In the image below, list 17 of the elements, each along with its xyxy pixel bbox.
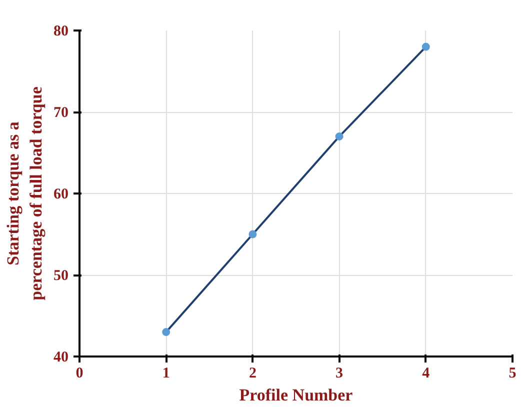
x-tick-label: 5 [508,366,516,382]
x-tick-label: 2 [248,366,256,382]
y-tick-label: 80 [54,24,68,40]
point [162,328,170,336]
x-tick-label: 0 [76,366,84,382]
x-tick-label: 1 [162,366,170,382]
x-tick-label: 4 [422,366,430,382]
point [248,230,257,238]
x-axis-title: Profile Number [239,386,354,404]
y-tick-label: 70 [54,105,68,121]
point [335,132,344,140]
y-axis-title: Starting torque as a percentage of full load torque [4,86,46,300]
point [422,42,430,51]
y-tick-label: 60 [54,186,68,202]
y-tick-label: 40 [54,350,68,366]
x-tick-label: 3 [336,366,344,382]
y-tick-label: 50 [54,268,68,284]
